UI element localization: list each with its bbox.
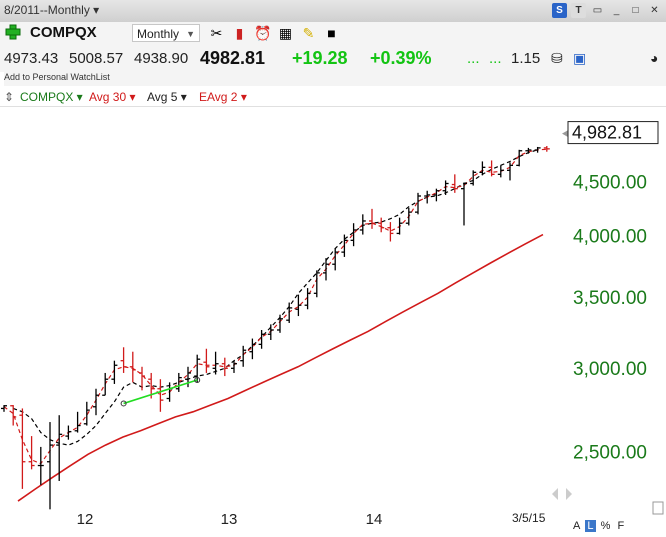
volume-value: 1.15 (511, 50, 541, 67)
period-value: Monthly (137, 27, 180, 41)
scale-l-button[interactable]: L (585, 520, 596, 532)
study-label: EAvg 2 (199, 90, 238, 104)
s-badge-icon[interactable]: S (552, 3, 567, 18)
scale-a-button[interactable]: A (573, 520, 581, 532)
trend-line-anchor (194, 376, 201, 383)
scale-toggle-group: A L % F (571, 520, 626, 532)
palette-icon[interactable]: ◕ (650, 50, 659, 66)
window-menu-icon[interactable]: ▭ (592, 5, 603, 16)
maximize-icon[interactable]: □ (632, 5, 639, 16)
period-select[interactable]: Monthly ▼ (132, 24, 200, 42)
chevron-down-icon: ▼ (186, 29, 195, 39)
bar-chart-icon[interactable]: ▮ (235, 25, 244, 41)
study-eavg2[interactable]: EAvg 2 ▾ (199, 90, 247, 104)
y-tick-label: 3,000.00 (573, 359, 647, 380)
scroll-right-icon (566, 488, 572, 500)
current-date-label: 3/5/15 (512, 511, 546, 525)
y-tick-label: 4,500.00 (573, 172, 647, 193)
record-icon[interactable]: ■ (327, 25, 336, 41)
study-avg30[interactable]: Avg 30 ▾ (89, 90, 136, 104)
net-change: +19.28 (292, 48, 348, 68)
last-price-label: 4,982.81 (572, 123, 642, 143)
y-tick-label: 2,500.00 (573, 443, 647, 464)
study-avg5[interactable]: Avg 5 ▾ (147, 90, 187, 104)
high-value: 5008.57 (69, 50, 124, 67)
last-price: 4982.81 (200, 48, 266, 68)
study-legend: ⇕ COMPQX ▾ Avg 30 ▾ Avg 5 ▾ EAvg 2 ▾ (0, 88, 666, 107)
chevron-down-icon[interactable]: ▾ (93, 3, 100, 17)
percent-change: +0.39% (370, 48, 432, 68)
study-label: COMPQX (20, 90, 74, 104)
symbol-bar: COMPQX Monthly ▼ ✂ ▮ ⏰ ▦ ✎ ■ (0, 22, 666, 46)
window-title-text: 8/2011--Monthly (4, 3, 90, 17)
minimize-icon[interactable]: _ (613, 5, 620, 16)
add-symbol-icon[interactable] (5, 24, 21, 40)
last-price-marker (562, 129, 569, 138)
scale-f-button[interactable]: F (617, 520, 625, 532)
last-price-box (567, 121, 659, 145)
window-titlebar: 8/2011--Monthly ▾ S T ▭ _ □ ✕ (0, 0, 666, 23)
add-to-watchlist-link[interactable]: Add to Personal WatchList (4, 72, 666, 86)
database-icon[interactable]: ⛁ (551, 50, 563, 66)
study-label: Avg 5 (147, 90, 178, 104)
price-chart[interactable]: 2,500.00 3,000.00 3,500.00 4,000.00 4,500.00… (0, 106, 666, 537)
save-icon[interactable]: ▣ (573, 50, 587, 66)
symbol-label[interactable]: COMPQX (30, 24, 97, 41)
grid-icon[interactable]: ▦ (278, 25, 293, 41)
note-icon[interactable]: ✎ (302, 25, 315, 41)
trend-line (123, 379, 198, 405)
study-compqx[interactable]: COMPQX ▾ (20, 90, 83, 104)
alarm-clock-icon[interactable]: ⏰ (254, 25, 272, 41)
y-tick-label: 3,500.00 (573, 288, 647, 309)
y-tick-label: 4,000.00 (573, 227, 647, 248)
x-tick-label: 14 (366, 511, 383, 528)
x-tick-label: 12 (77, 511, 94, 528)
study-label: Avg 30 (89, 90, 127, 104)
trend-line-anchor (120, 400, 127, 407)
close-icon[interactable]: ✕ (650, 5, 659, 16)
low-value: 4938.90 (134, 50, 189, 67)
x-tick-label: 13 (221, 511, 238, 528)
ask-placeholder: ... (489, 50, 502, 67)
open-value: 4973.43 (4, 50, 59, 67)
window-title[interactable]: 8/2011--Monthly ▾ (4, 3, 99, 17)
avg5-line (12, 149, 538, 446)
bid-placeholder: ... (467, 50, 480, 67)
text-icon[interactable]: T (571, 3, 586, 18)
eavg2-line (3, 148, 547, 465)
scrollbar-handle (652, 501, 664, 515)
chevron-icon[interactable]: ⇕ (4, 90, 15, 104)
tools-icon[interactable]: ✂ (210, 25, 223, 41)
scale-percent-button[interactable]: % (600, 520, 611, 532)
quote-bar: 4973.43 5008.57 4938.90 4982.81 +19.28 +… (0, 46, 666, 72)
avg30-line (17, 233, 544, 502)
scroll-left-icon (552, 488, 558, 500)
